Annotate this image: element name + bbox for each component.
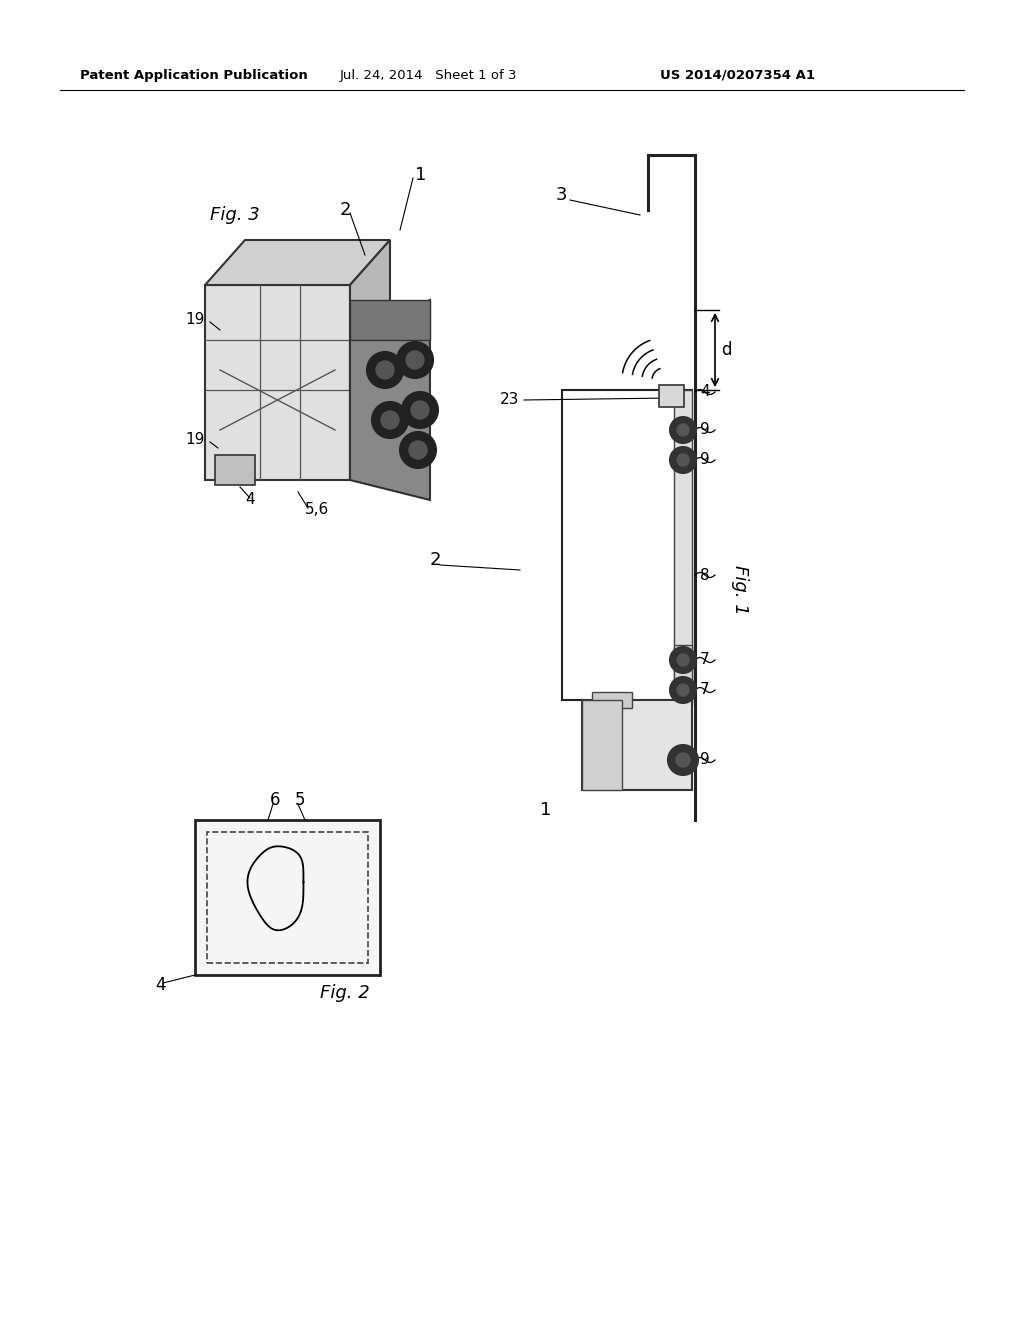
Text: Jul. 24, 2014   Sheet 1 of 3: Jul. 24, 2014 Sheet 1 of 3	[340, 69, 517, 82]
Text: 4: 4	[700, 384, 710, 400]
Text: 2: 2	[430, 550, 441, 569]
Bar	[674, 389, 692, 700]
Text: 5,6: 5,6	[305, 503, 330, 517]
Polygon shape	[205, 240, 390, 285]
Text: Fig. 3: Fig. 3	[210, 206, 260, 224]
Text: 9: 9	[700, 453, 710, 467]
Circle shape	[677, 454, 689, 466]
Bar	[195, 820, 380, 975]
Bar	[215, 455, 255, 484]
Text: 5: 5	[295, 791, 305, 809]
Circle shape	[406, 351, 424, 370]
Text: 23: 23	[500, 392, 519, 408]
Circle shape	[676, 752, 690, 767]
Bar	[582, 700, 692, 789]
Circle shape	[677, 653, 689, 667]
Bar	[562, 389, 692, 700]
Bar	[592, 692, 632, 708]
Text: 7: 7	[700, 682, 710, 697]
Circle shape	[402, 392, 438, 428]
Circle shape	[409, 441, 427, 459]
Bar	[350, 300, 430, 341]
Text: Fig. 2: Fig. 2	[319, 983, 370, 1002]
Bar	[659, 385, 684, 407]
Text: Fig. 1: Fig. 1	[731, 565, 749, 615]
Circle shape	[381, 411, 399, 429]
Circle shape	[670, 677, 696, 704]
Circle shape	[677, 424, 689, 436]
Text: 1: 1	[540, 801, 551, 818]
Text: 6: 6	[270, 791, 281, 809]
Text: 1: 1	[415, 166, 426, 183]
Text: Patent Application Publication: Patent Application Publication	[80, 69, 308, 82]
Text: 7: 7	[700, 652, 710, 668]
Circle shape	[397, 342, 433, 378]
Bar	[674, 645, 692, 705]
Text: 4: 4	[245, 492, 255, 507]
Polygon shape	[350, 300, 430, 500]
Circle shape	[670, 417, 696, 444]
Circle shape	[376, 360, 394, 379]
Text: 2: 2	[340, 201, 351, 219]
Text: 19: 19	[185, 313, 205, 327]
Circle shape	[400, 432, 436, 469]
Circle shape	[670, 647, 696, 673]
Bar	[582, 700, 622, 789]
Circle shape	[668, 744, 698, 775]
Circle shape	[372, 403, 408, 438]
Circle shape	[670, 447, 696, 473]
Bar	[207, 832, 368, 964]
Polygon shape	[350, 240, 390, 480]
Text: 3: 3	[556, 186, 567, 205]
Circle shape	[367, 352, 403, 388]
Polygon shape	[205, 285, 350, 480]
Circle shape	[411, 401, 429, 418]
Circle shape	[677, 684, 689, 696]
Text: US 2014/0207354 A1: US 2014/0207354 A1	[660, 69, 815, 82]
Text: d: d	[721, 341, 731, 359]
Text: 4: 4	[155, 975, 166, 994]
Text: 9: 9	[700, 422, 710, 437]
Text: 9: 9	[700, 752, 710, 767]
Text: 19: 19	[185, 433, 205, 447]
Text: 8: 8	[700, 568, 710, 582]
